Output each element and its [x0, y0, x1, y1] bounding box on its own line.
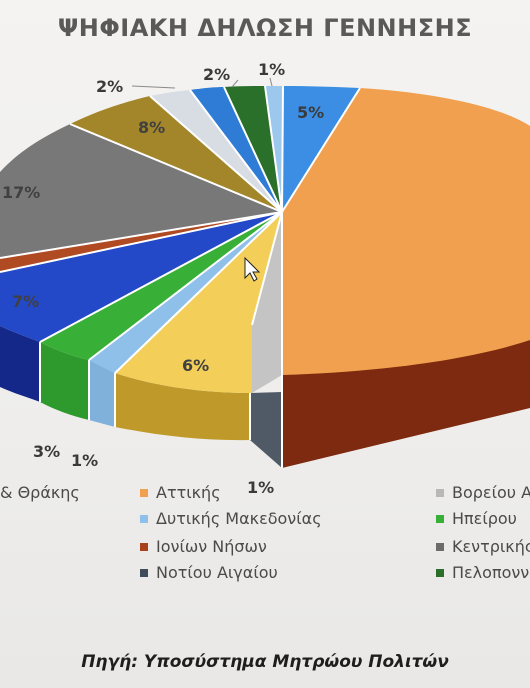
- slice-dytikis-makedonias: [89, 212, 282, 373]
- legend-swatch: [140, 543, 148, 551]
- legend-item-voreiou-aigaiou: Βορείου Α: [436, 482, 530, 504]
- legend-label: Πελοποννη: [452, 563, 530, 582]
- chart-title: ΨΗΦΙΑΚΗ ΔΗΛΩΣΗ ΓΕΝΝΗΣΗΣ: [57, 14, 473, 42]
- legend-swatch: [436, 569, 444, 577]
- data-label: 2%: [96, 77, 123, 96]
- slice-side-dytikis-makedonias: [89, 360, 115, 427]
- data-label: 8%: [138, 118, 165, 137]
- legend-label: Ηπείρου: [452, 509, 517, 528]
- source-caption: Πηγή: Υποσύστημα Μητρώου Πολιτών: [81, 652, 449, 672]
- slice-light-2pct: [150, 90, 282, 212]
- legend-label: Νοτίου Αιγαίου: [156, 563, 278, 582]
- legend-label: Βορείου Α: [452, 483, 530, 502]
- legend-item-peloponnisou: Πελοποννη: [436, 562, 530, 584]
- legend-item-notiou-aigaiou: Νοτίου Αιγαίου: [140, 562, 278, 584]
- legend-swatch: [436, 515, 444, 523]
- legend-item-thrakis: & Θράκης: [0, 482, 80, 504]
- slice-separators: [0, 85, 361, 468]
- slice-kentrikis: [0, 124, 282, 258]
- legend-swatch: [436, 489, 444, 497]
- data-label: 6%: [182, 356, 209, 375]
- legend-swatch: [140, 515, 148, 523]
- data-label: 1%: [71, 451, 98, 470]
- slice-attiki: [282, 88, 530, 375]
- cursor-icon: [244, 256, 261, 282]
- data-label: 17%: [2, 183, 40, 202]
- slice-thrakis: [0, 212, 282, 342]
- legend-label: Ιονίων Νήσων: [156, 537, 267, 556]
- legend-item-ionion-nison: Ιονίων Νήσων: [140, 536, 267, 558]
- slice-side-yellow: [115, 373, 250, 441]
- slice-side-thrakis: [0, 326, 40, 402]
- leader-lines: [131, 77, 273, 89]
- slice-olive: [70, 96, 282, 212]
- data-label: 5%: [297, 103, 324, 122]
- data-label: 3%: [33, 442, 60, 461]
- data-label: 1%: [258, 60, 285, 79]
- slice-yellow: [115, 212, 282, 393]
- slice-voreiou-aigaiou: [252, 212, 282, 393]
- slice-side-ipeirou: [40, 342, 89, 420]
- data-label: 7%: [12, 292, 39, 311]
- data-label: 2%: [203, 65, 230, 84]
- legend-swatch: [436, 543, 444, 551]
- legend-label: Κεντρικής: [452, 537, 530, 556]
- legend-item-ipeirou: Ηπείρου: [436, 508, 517, 530]
- slice-side-attiki: [282, 340, 530, 468]
- slice-side-notiou-aigaiou: [250, 392, 282, 468]
- slice-ipeirou: [40, 212, 282, 360]
- legend-swatch: [140, 489, 148, 497]
- legend-label: Δυτικής Μακεδονίας: [156, 509, 322, 528]
- legend-label: Αττικής: [156, 483, 221, 502]
- legend-swatch: [140, 569, 148, 577]
- legend-item-dytikis-makedonias: Δυτικής Μακεδονίας: [140, 508, 322, 530]
- legend-item-kentrikis: Κεντρικής: [436, 536, 530, 558]
- data-label: 1%: [247, 478, 274, 497]
- legend-label: & Θράκης: [0, 483, 80, 502]
- legend-item-attiki: Αττικής: [140, 482, 221, 504]
